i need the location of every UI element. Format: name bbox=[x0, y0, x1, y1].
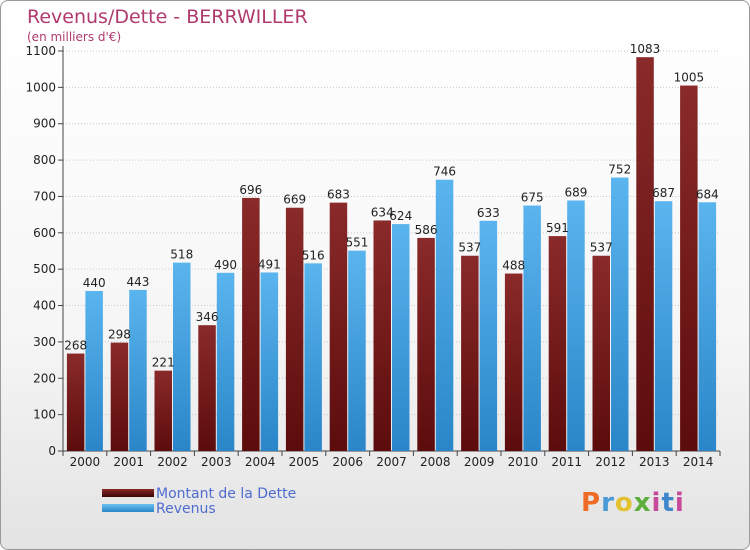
x-tick-label-2006: 2006 bbox=[332, 455, 363, 469]
data-label-revenue-2001: 443 bbox=[126, 275, 149, 289]
bar-debt-2006 bbox=[329, 202, 348, 451]
x-tick-label-2012: 2012 bbox=[595, 455, 626, 469]
y-tick-label-900: 900 bbox=[33, 117, 56, 131]
data-label-revenue-2006: 551 bbox=[345, 236, 368, 250]
data-label-debt-2010: 488 bbox=[502, 259, 525, 273]
y-tick-label-100: 100 bbox=[33, 408, 56, 422]
chart-title: Revenus/Dette - BERRWILLER bbox=[27, 6, 308, 28]
bar-debt-2014 bbox=[680, 85, 698, 451]
x-tick-label-2011: 2011 bbox=[551, 455, 582, 469]
data-label-debt-2002: 221 bbox=[152, 356, 175, 370]
data-labels: 268 440 298 443 221 518 346 490 696 491 669 516 683 5… bbox=[64, 42, 719, 369]
bar-revenue-2012 bbox=[611, 177, 629, 451]
data-label-debt-2012: 537 bbox=[590, 241, 613, 255]
data-label-debt-2007: 634 bbox=[371, 205, 394, 219]
x-tick-label-2001: 2001 bbox=[113, 455, 144, 469]
data-label-debt-2009: 537 bbox=[458, 241, 481, 255]
proxiti-logo: Proxiti bbox=[581, 488, 685, 518]
x-tick-label-2000: 2000 bbox=[70, 455, 101, 469]
bar-revenue-2013 bbox=[654, 201, 673, 451]
bar-revenue-2004 bbox=[260, 272, 279, 451]
legend-label-debt: Montant de la Dette bbox=[156, 486, 297, 502]
x-tick-label-2007: 2007 bbox=[376, 455, 407, 469]
bar-debt-2013 bbox=[636, 57, 654, 451]
bar-revenue-2010 bbox=[523, 205, 541, 451]
x-tick-label-2009: 2009 bbox=[464, 455, 495, 469]
bar-revenue-2002 bbox=[173, 262, 191, 451]
data-label-revenue-2004: 491 bbox=[258, 257, 281, 271]
data-label-debt-2013: 1083 bbox=[630, 42, 661, 56]
bar-revenue-2003 bbox=[216, 272, 235, 451]
bar-debt-2000 bbox=[66, 353, 85, 451]
data-label-debt-2003: 346 bbox=[196, 310, 219, 324]
x-tick-label-2002: 2002 bbox=[157, 455, 188, 469]
bars bbox=[66, 57, 717, 451]
x-tick-label-2008: 2008 bbox=[420, 455, 451, 469]
chart-subtitle: (en milliers d'€) bbox=[27, 30, 122, 44]
data-label-revenue-2010: 675 bbox=[521, 191, 544, 205]
bar-revenue-2006 bbox=[348, 250, 366, 451]
y-tick-label-200: 200 bbox=[33, 371, 56, 385]
x-tick-label-2004: 2004 bbox=[245, 455, 276, 469]
bar-debt-2007 bbox=[373, 220, 391, 451]
y-tick-label-700: 700 bbox=[33, 189, 56, 203]
bar-revenue-2005 bbox=[304, 263, 322, 451]
data-label-revenue-2003: 490 bbox=[214, 258, 237, 272]
bar-debt-2008 bbox=[417, 237, 435, 451]
bar-revenue-2001 bbox=[129, 289, 147, 451]
y-tick-label-500: 500 bbox=[33, 262, 56, 276]
bar-revenue-2014 bbox=[698, 202, 717, 451]
bar-debt-2009 bbox=[461, 255, 479, 451]
data-label-debt-2000: 268 bbox=[64, 339, 87, 353]
x-tick-label-2005: 2005 bbox=[289, 455, 320, 469]
data-label-debt-2008: 586 bbox=[415, 223, 438, 237]
data-label-debt-2014: 1005 bbox=[674, 71, 705, 85]
data-label-revenue-2002: 518 bbox=[170, 248, 193, 262]
bar-revenue-2011 bbox=[567, 200, 585, 451]
data-label-revenue-2005: 516 bbox=[302, 248, 325, 262]
data-label-debt-2006: 683 bbox=[327, 188, 350, 202]
bar-debt-2002 bbox=[154, 370, 172, 451]
bar-debt-2012 bbox=[592, 255, 610, 451]
data-label-revenue-2008: 746 bbox=[433, 165, 456, 179]
bar-revenue-2009 bbox=[479, 220, 498, 451]
y-tick-label-800: 800 bbox=[33, 153, 56, 167]
y-tick-label-1100: 1100 bbox=[25, 44, 56, 58]
x-tick-label-2014: 2014 bbox=[683, 455, 714, 469]
data-label-revenue-2000: 440 bbox=[83, 276, 106, 290]
bar-revenue-2008 bbox=[435, 179, 454, 451]
data-label-debt-2001: 298 bbox=[108, 328, 131, 342]
data-label-debt-2011: 591 bbox=[546, 221, 569, 235]
x-tick-label-2013: 2013 bbox=[639, 455, 670, 469]
legend-swatch-revenue bbox=[102, 504, 154, 512]
bar-debt-2011 bbox=[548, 236, 567, 451]
data-label-debt-2005: 669 bbox=[283, 193, 306, 207]
y-tick-label-1000: 1000 bbox=[25, 80, 56, 94]
data-label-revenue-2012: 752 bbox=[608, 163, 631, 177]
data-label-revenue-2013: 687 bbox=[652, 186, 675, 200]
bar-debt-2010 bbox=[504, 273, 523, 451]
y-tick-label-400: 400 bbox=[33, 299, 56, 313]
data-label-revenue-2007: 624 bbox=[389, 209, 412, 223]
bar-debt-2001 bbox=[110, 342, 129, 451]
y-tick-label-0: 0 bbox=[48, 444, 56, 458]
legend-swatch-debt bbox=[102, 489, 154, 497]
data-label-revenue-2009: 633 bbox=[477, 206, 500, 220]
bar-debt-2003 bbox=[198, 325, 216, 451]
legend-label-revenue: Revenus bbox=[156, 501, 216, 517]
x-tick-label-2010: 2010 bbox=[508, 455, 539, 469]
bar-debt-2005 bbox=[285, 207, 304, 451]
data-label-revenue-2011: 689 bbox=[564, 185, 587, 199]
bar-revenue-2007 bbox=[392, 224, 410, 451]
bar-debt-2004 bbox=[242, 197, 260, 451]
data-label-debt-2004: 696 bbox=[239, 183, 262, 197]
x-tick-label-2003: 2003 bbox=[201, 455, 232, 469]
data-label-revenue-2014: 684 bbox=[696, 187, 719, 201]
y-tick-label-600: 600 bbox=[33, 226, 56, 240]
axes: 0 100 200 300 400 500 600 700 800 900 1000 1100 2000… bbox=[25, 44, 721, 469]
bar-revenue-2000 bbox=[85, 291, 103, 451]
y-tick-label-300: 300 bbox=[33, 335, 56, 349]
